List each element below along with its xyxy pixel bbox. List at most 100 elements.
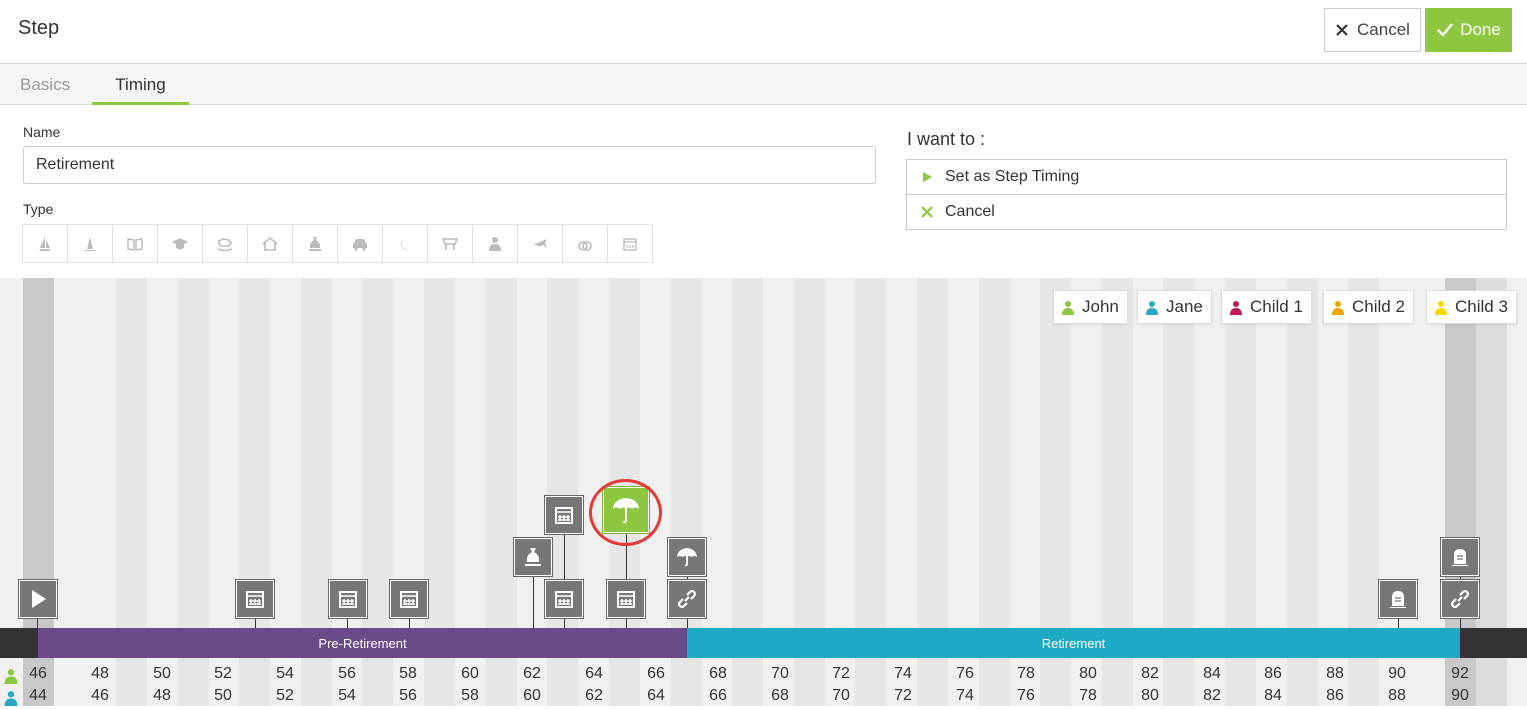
rings-icon — [578, 240, 592, 251]
selection-highlight — [589, 479, 662, 546]
legend-label: Jane — [1166, 297, 1203, 316]
event-tombstone[interactable] — [1378, 579, 1418, 619]
age-label: 52 — [276, 687, 294, 704]
type-cake[interactable] — [67, 224, 113, 263]
age-label: 92 — [1451, 665, 1469, 682]
car-icon — [353, 238, 367, 251]
age-row-jane: 44 46 48 50 52 54 56 58 60 62 64 66 68 7… — [0, 687, 1527, 709]
age-label: 78 — [1017, 665, 1035, 682]
check-icon — [1437, 23, 1454, 37]
sailboat-icon — [39, 236, 51, 251]
event-calendar[interactable] — [235, 579, 275, 619]
age-label: 44 — [29, 687, 47, 704]
moon-icon — [400, 236, 410, 249]
legend-child-2[interactable]: Child 2 — [1323, 290, 1414, 324]
age-label: 54 — [338, 687, 356, 704]
age-label: 62 — [585, 687, 603, 704]
type-rings[interactable] — [562, 224, 608, 263]
action-heading: I want to : — [907, 129, 986, 149]
person-icon — [1230, 300, 1242, 315]
type-graduation[interactable] — [157, 224, 203, 263]
age-label: 80 — [1141, 687, 1159, 704]
legend-john[interactable]: John — [1053, 290, 1128, 324]
money-bag-icon — [525, 548, 541, 566]
event-money-bag[interactable] — [513, 537, 553, 577]
house-icon — [262, 236, 278, 251]
person-icon — [1146, 300, 1158, 315]
type-calendar[interactable] — [607, 224, 653, 263]
age-label: 60 — [461, 665, 479, 682]
event-start[interactable] — [18, 579, 58, 619]
tab-timing[interactable]: Timing — [92, 64, 189, 105]
age-label: 86 — [1326, 687, 1344, 704]
legend-child-3[interactable]: Child 3 — [1426, 290, 1517, 324]
event-calendar[interactable] — [328, 579, 368, 619]
airplane-icon — [533, 238, 547, 248]
person-icon — [489, 236, 501, 251]
tombstone-icon — [1390, 591, 1406, 608]
event-link[interactable] — [667, 579, 707, 619]
book-icon — [127, 237, 143, 251]
calendar-icon — [246, 591, 264, 608]
type-awning[interactable] — [427, 224, 473, 263]
age-label: 58 — [461, 687, 479, 704]
age-label: 78 — [1079, 687, 1097, 704]
age-label: 72 — [832, 665, 850, 682]
legend-jane[interactable]: Jane — [1137, 290, 1212, 324]
tab-bar: Basics Timing — [0, 64, 1527, 105]
type-moon[interactable] — [382, 224, 428, 263]
event-calendar[interactable] — [606, 579, 646, 619]
type-money-bag[interactable] — [292, 224, 338, 263]
type-selector — [22, 224, 653, 263]
legend-label: Child 2 — [1352, 297, 1405, 316]
cancel-button[interactable]: Cancel — [1324, 8, 1421, 52]
age-label: 46 — [29, 665, 47, 682]
event-umbrella[interactable] — [667, 537, 707, 577]
event-calendar[interactable] — [544, 495, 584, 535]
play-icon — [923, 172, 932, 182]
type-car[interactable] — [337, 224, 383, 263]
age-label: 46 — [91, 687, 109, 704]
calendar-icon — [555, 591, 573, 608]
age-label: 60 — [523, 687, 541, 704]
cancel-option[interactable]: Cancel — [906, 194, 1507, 230]
age-label: 48 — [91, 665, 109, 682]
done-button[interactable]: Done — [1425, 8, 1512, 52]
name-input[interactable]: Retirement — [23, 146, 876, 184]
age-label: 74 — [894, 665, 912, 682]
set-step-timing-label: Set as Step Timing — [945, 168, 1080, 185]
calendar-icon — [339, 591, 357, 608]
person-icon — [1062, 300, 1074, 315]
phase-pre-retirement[interactable]: Pre-Retirement — [38, 628, 687, 658]
age-label: 68 — [771, 687, 789, 704]
calendar-icon — [400, 591, 418, 608]
link-icon — [677, 589, 697, 609]
legend-child-1[interactable]: Child 1 — [1221, 290, 1312, 324]
type-house[interactable] — [247, 224, 293, 263]
age-label: 66 — [709, 687, 727, 704]
event-link[interactable] — [1440, 579, 1480, 619]
phase-retirement[interactable]: Retirement — [687, 628, 1460, 658]
type-person[interactable] — [472, 224, 518, 263]
tab-basics[interactable]: Basics — [20, 75, 71, 94]
umbrella-icon — [677, 548, 697, 567]
type-book[interactable] — [112, 224, 158, 263]
age-label: 64 — [585, 665, 603, 682]
age-label: 52 — [214, 665, 232, 682]
age-label: 88 — [1388, 687, 1406, 704]
event-calendar[interactable] — [389, 579, 429, 619]
type-airplane[interactable] — [517, 224, 563, 263]
set-step-timing-option[interactable]: Set as Step Timing — [906, 159, 1507, 195]
type-rocking-horse[interactable] — [202, 224, 248, 263]
close-icon — [921, 206, 933, 218]
tombstone-icon — [1452, 549, 1468, 566]
age-label: 72 — [894, 687, 912, 704]
age-label: 74 — [956, 687, 974, 704]
event-calendar[interactable] — [544, 579, 584, 619]
done-button-label: Done — [1460, 20, 1501, 39]
type-label: Type — [23, 201, 54, 217]
type-sailboat[interactable] — [22, 224, 68, 263]
event-tombstone[interactable] — [1440, 537, 1480, 577]
age-label: 64 — [647, 687, 665, 704]
age-label: 48 — [153, 687, 171, 704]
